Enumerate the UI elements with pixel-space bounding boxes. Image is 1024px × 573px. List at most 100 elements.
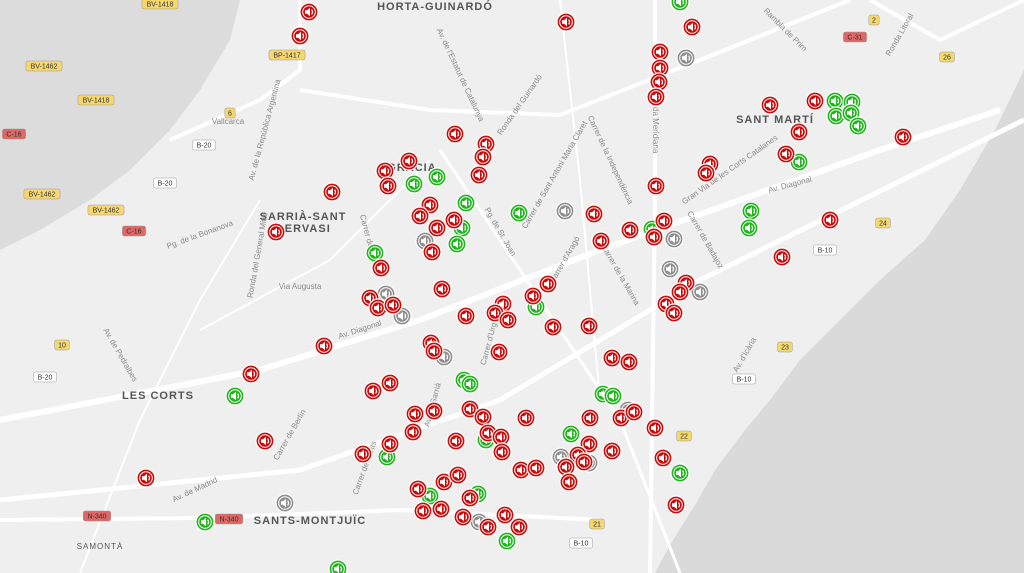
noise-marker[interactable]	[676, 48, 696, 68]
noise-marker[interactable]	[299, 2, 319, 22]
noise-marker[interactable]	[363, 381, 383, 401]
noise-marker[interactable]	[645, 418, 665, 438]
noise-marker[interactable]	[453, 507, 473, 527]
noise-marker[interactable]	[497, 531, 517, 551]
noise-marker[interactable]	[559, 472, 579, 492]
noise-marker[interactable]	[431, 499, 451, 519]
noise-marker[interactable]	[456, 306, 476, 326]
noise-marker[interactable]	[410, 206, 430, 226]
noise-marker[interactable]	[427, 218, 447, 238]
noise-marker[interactable]	[241, 364, 261, 384]
noise-marker[interactable]	[492, 442, 512, 462]
noise-marker[interactable]	[644, 227, 664, 247]
noise-marker[interactable]	[579, 316, 599, 336]
noise-marker[interactable]	[741, 201, 761, 221]
noise-marker[interactable]	[516, 408, 536, 428]
noise-marker[interactable]	[456, 193, 476, 213]
noise-marker[interactable]	[408, 479, 428, 499]
noise-marker[interactable]	[776, 144, 796, 164]
noise-marker[interactable]	[893, 127, 913, 147]
noise-marker[interactable]	[424, 341, 444, 361]
noise-marker[interactable]	[413, 501, 433, 521]
noise-marker[interactable]	[646, 87, 666, 107]
noise-marker[interactable]	[328, 559, 348, 573]
noise-marker[interactable]	[422, 242, 442, 262]
noise-marker[interactable]	[478, 517, 498, 537]
noise-marker[interactable]	[602, 348, 622, 368]
noise-marker[interactable]	[739, 218, 759, 238]
noise-marker[interactable]	[523, 286, 543, 306]
noise-marker[interactable]	[660, 259, 680, 279]
noise-marker[interactable]	[543, 317, 563, 337]
noise-marker[interactable]	[624, 402, 644, 422]
noise-marker[interactable]	[509, 203, 529, 223]
noise-marker[interactable]	[255, 431, 275, 451]
noise-marker[interactable]	[380, 434, 400, 454]
noise-marker[interactable]	[690, 282, 710, 302]
noise-marker[interactable]	[649, 72, 669, 92]
noise-marker[interactable]	[314, 336, 334, 356]
noise-marker[interactable]	[432, 279, 452, 299]
noise-marker[interactable]	[275, 493, 295, 513]
noise-marker[interactable]	[473, 147, 493, 167]
noise-marker[interactable]	[538, 274, 558, 294]
noise-marker[interactable]	[353, 444, 373, 464]
noise-marker[interactable]	[495, 505, 515, 525]
noise-marker[interactable]	[427, 167, 447, 187]
noise-marker[interactable]	[460, 488, 480, 508]
noise-marker[interactable]	[584, 204, 604, 224]
noise-marker[interactable]	[619, 352, 639, 372]
noise-marker[interactable]	[772, 247, 792, 267]
noise-marker[interactable]	[666, 495, 686, 515]
noise-marker[interactable]	[805, 91, 825, 111]
noise-marker[interactable]	[526, 458, 546, 478]
noise-marker[interactable]	[670, 0, 690, 12]
noise-marker[interactable]	[561, 424, 581, 444]
noise-marker[interactable]	[445, 124, 465, 144]
noise-marker[interactable]	[404, 174, 424, 194]
noise-marker[interactable]	[650, 42, 670, 62]
noise-marker[interactable]	[405, 404, 425, 424]
noise-marker[interactable]	[446, 431, 466, 451]
noise-marker[interactable]	[444, 210, 464, 230]
noise-marker[interactable]	[509, 517, 529, 537]
noise-marker[interactable]	[473, 407, 493, 427]
noise-marker[interactable]	[469, 165, 489, 185]
noise-marker[interactable]	[574, 452, 594, 472]
noise-marker[interactable]	[580, 408, 600, 428]
noise-marker[interactable]	[266, 222, 286, 242]
noise-marker[interactable]	[670, 463, 690, 483]
noise-marker[interactable]	[664, 303, 684, 323]
noise-marker[interactable]	[399, 151, 419, 171]
noise-marker[interactable]	[848, 116, 868, 136]
noise-marker[interactable]	[664, 229, 684, 249]
noise-marker[interactable]	[555, 201, 575, 221]
noise-marker[interactable]	[760, 95, 780, 115]
noise-marker[interactable]	[383, 295, 403, 315]
noise-marker[interactable]	[696, 163, 716, 183]
noise-marker[interactable]	[375, 161, 395, 181]
noise-marker[interactable]	[195, 512, 215, 532]
noise-marker[interactable]	[556, 12, 576, 32]
noise-marker[interactable]	[460, 374, 480, 394]
noise-marker[interactable]	[789, 122, 809, 142]
noise-marker[interactable]	[136, 468, 156, 488]
noise-marker[interactable]	[682, 17, 702, 37]
noise-marker[interactable]	[511, 460, 531, 480]
noise-marker[interactable]	[646, 176, 666, 196]
noise-marker[interactable]	[378, 176, 398, 196]
noise-marker[interactable]	[322, 182, 342, 202]
noise-marker[interactable]	[670, 282, 690, 302]
noise-marker[interactable]	[447, 234, 467, 254]
noise-marker[interactable]	[653, 448, 673, 468]
noise-marker[interactable]	[820, 210, 840, 230]
noise-marker[interactable]	[603, 386, 623, 406]
noise-marker[interactable]	[654, 211, 674, 231]
noise-marker[interactable]	[371, 258, 391, 278]
noise-marker[interactable]	[591, 231, 611, 251]
noise-marker[interactable]	[380, 373, 400, 393]
noise-marker[interactable]	[424, 401, 444, 421]
noise-marker[interactable]	[448, 465, 468, 485]
noise-marker[interactable]	[489, 342, 509, 362]
noise-marker[interactable]	[498, 310, 518, 330]
